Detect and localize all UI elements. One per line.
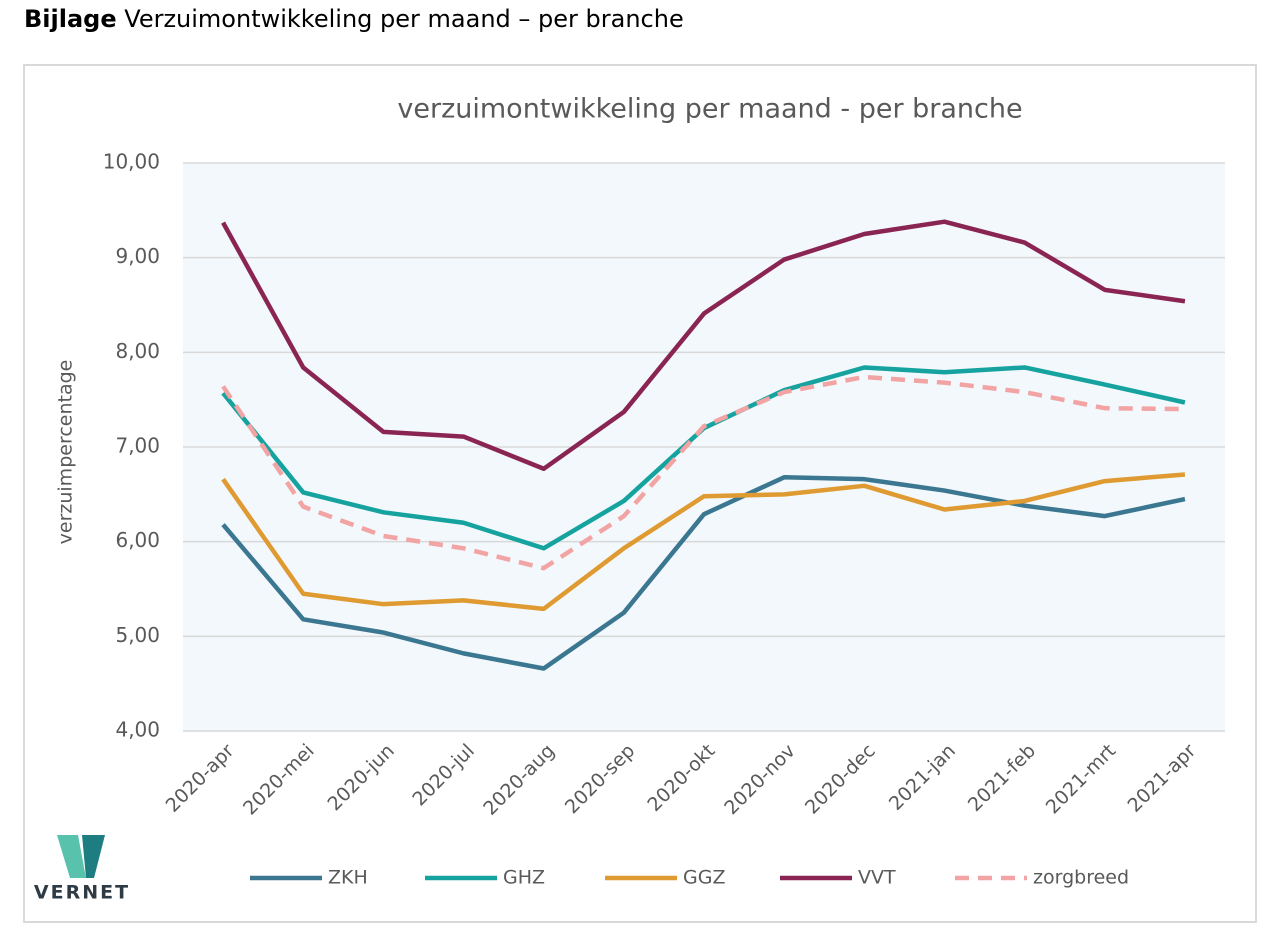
- legend-label: zorgbreed: [1033, 867, 1129, 889]
- y-tick-label: 7,00: [115, 434, 160, 458]
- heading-text: Verzuimontwikkeling per maand – per bran…: [124, 5, 683, 33]
- y-tick-label: 8,00: [115, 339, 160, 363]
- page-heading: Bijlage Verzuimontwikkeling per maand – …: [24, 5, 684, 33]
- chart-title: verzuimontwikkeling per maand - per bran…: [397, 94, 1022, 125]
- logo-shape: [82, 835, 105, 878]
- y-tick-label: 9,00: [115, 244, 160, 268]
- logo: VERNET: [34, 835, 130, 904]
- logo-shape: [57, 835, 86, 878]
- legend-label: GHZ: [503, 867, 545, 889]
- series-line: [221, 472, 1186, 612]
- series-line: [221, 219, 1186, 472]
- legend-label: ZKH: [328, 867, 368, 889]
- y-tick-label: 6,00: [115, 528, 160, 552]
- y-tick-label: 4,00: [115, 718, 160, 742]
- series-line: [221, 374, 1185, 571]
- legend-label: VVT: [858, 867, 896, 889]
- series-line: [221, 475, 1186, 671]
- logo-text: VERNET: [34, 882, 130, 904]
- heading-label: Bijlage: [24, 5, 117, 33]
- y-tick-label: 5,00: [115, 623, 160, 647]
- legend-label: GGZ: [683, 867, 725, 889]
- y-axis-label: verzuimpercentage: [55, 360, 77, 545]
- y-tick-label: 10,00: [103, 150, 160, 174]
